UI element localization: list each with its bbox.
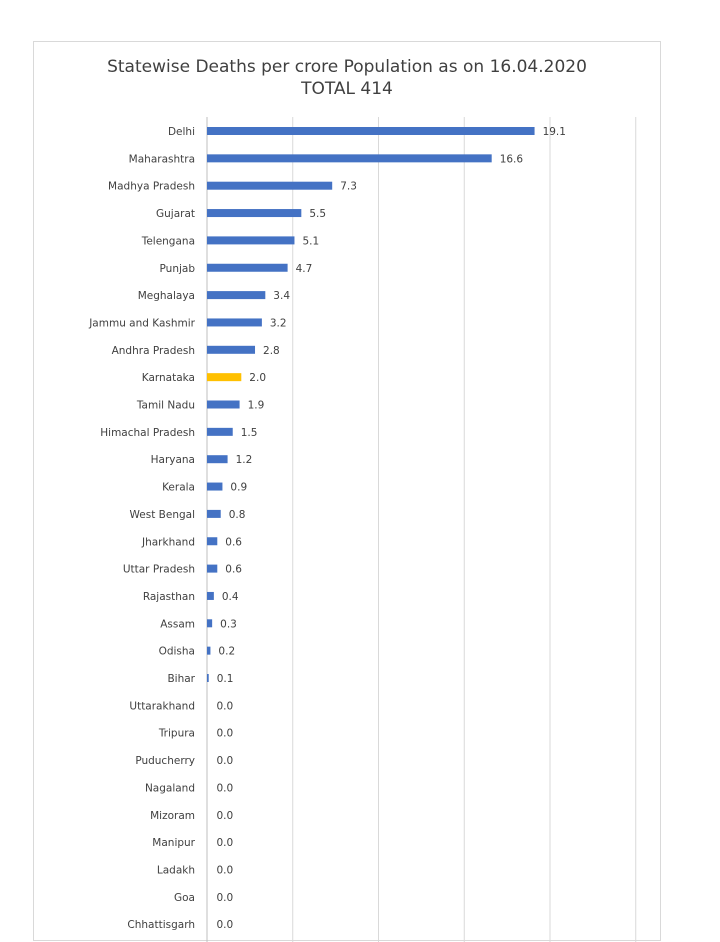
bar bbox=[207, 209, 302, 218]
bar bbox=[207, 127, 535, 135]
category-label: Puducherry bbox=[135, 755, 195, 767]
value-label: 1.2 bbox=[236, 454, 253, 466]
value-label: 1.9 bbox=[248, 400, 265, 412]
bar bbox=[207, 427, 233, 436]
bar bbox=[207, 154, 492, 163]
chart-subtitle-text: TOTAL 414 bbox=[301, 79, 393, 99]
bar bbox=[207, 646, 211, 655]
value-label: 0.0 bbox=[217, 700, 234, 712]
value-label: 3.2 bbox=[270, 317, 287, 329]
chart-title: Statewise Deaths per crore Population as… bbox=[34, 56, 660, 100]
category-label: Telengana bbox=[141, 235, 195, 247]
category-label: Tamil Nadu bbox=[136, 400, 195, 412]
category-label: Rajasthan bbox=[143, 591, 195, 603]
bar bbox=[207, 537, 218, 546]
value-label: 0.0 bbox=[217, 728, 234, 740]
value-label: 2.8 bbox=[263, 345, 280, 357]
category-label: Odisha bbox=[159, 646, 195, 658]
value-label: 2.0 bbox=[249, 372, 266, 384]
bars bbox=[207, 127, 535, 682]
value-label: 16.6 bbox=[500, 153, 524, 165]
value-label: 0.9 bbox=[230, 482, 247, 494]
category-label: Himachal Pradesh bbox=[100, 427, 195, 439]
value-label: 0.1 bbox=[217, 673, 234, 685]
bar bbox=[207, 619, 213, 628]
bar bbox=[207, 674, 209, 682]
value-label: 5.5 bbox=[309, 208, 326, 220]
value-label: 4.7 bbox=[296, 263, 313, 275]
category-label: Assam bbox=[160, 618, 195, 630]
value-label: 5.1 bbox=[302, 235, 319, 247]
bar bbox=[207, 236, 295, 245]
category-label: Jharkhand bbox=[141, 536, 195, 548]
bar bbox=[207, 181, 333, 190]
labels: Delhi 19.1 Maharashtra 16.6 Madhya Pradesh 7.… bbox=[88, 126, 566, 931]
value-label: 0.0 bbox=[217, 864, 234, 876]
bar bbox=[207, 263, 288, 272]
category-label: Manipur bbox=[152, 837, 195, 849]
value-label: 0.2 bbox=[218, 646, 235, 658]
category-label: Delhi bbox=[168, 126, 195, 138]
category-label: Chhattisgarh bbox=[127, 919, 195, 931]
category-label: Gujarat bbox=[156, 208, 195, 220]
category-label: Bihar bbox=[167, 673, 195, 685]
category-label: Karnataka bbox=[142, 372, 195, 384]
category-label: Punjab bbox=[160, 263, 196, 275]
bar bbox=[207, 373, 242, 382]
category-label: Mizoram bbox=[150, 810, 195, 822]
value-label: 0.3 bbox=[220, 618, 237, 630]
value-label: 7.3 bbox=[340, 181, 357, 193]
category-label: Tripura bbox=[158, 728, 195, 740]
value-label: 3.4 bbox=[273, 290, 290, 302]
category-label: West Bengal bbox=[130, 509, 196, 521]
bar bbox=[207, 400, 240, 409]
category-label: Haryana bbox=[151, 454, 195, 466]
value-label: 0.8 bbox=[229, 509, 246, 521]
value-label: 19.1 bbox=[543, 126, 566, 138]
category-label: Andhra Pradesh bbox=[112, 345, 195, 357]
value-label: 0.0 bbox=[217, 919, 234, 931]
bar bbox=[207, 455, 228, 464]
category-label: Goa bbox=[174, 892, 195, 904]
value-label: 0.6 bbox=[225, 536, 242, 548]
bar bbox=[207, 345, 256, 354]
bar bbox=[207, 482, 223, 491]
bar bbox=[207, 564, 218, 573]
chart-frame: Statewise Deaths per crore Population as… bbox=[33, 41, 661, 942]
category-label: Ladakh bbox=[157, 864, 195, 876]
category-label: Madhya Pradesh bbox=[108, 181, 195, 193]
bar-chart: Delhi 19.1 Maharashtra 16.6 Madhya Pradesh 7.… bbox=[88, 117, 637, 942]
value-label: 0.0 bbox=[217, 755, 234, 767]
category-label: Uttarakhand bbox=[129, 700, 195, 712]
value-label: 0.0 bbox=[217, 810, 234, 822]
value-label: 0.0 bbox=[217, 782, 234, 794]
gridlines bbox=[206, 117, 637, 942]
category-label: Kerala bbox=[162, 482, 195, 494]
category-label: Maharashtra bbox=[129, 153, 195, 165]
bar bbox=[207, 318, 262, 327]
value-label: 0.0 bbox=[217, 892, 234, 904]
value-label: 0.0 bbox=[217, 837, 234, 849]
category-label: Jammu and Kashmir bbox=[88, 317, 195, 329]
value-label: 0.6 bbox=[225, 564, 242, 576]
bar bbox=[207, 591, 214, 600]
value-label: 0.4 bbox=[222, 591, 239, 603]
category-label: Uttar Pradesh bbox=[123, 564, 195, 576]
category-label: Nagaland bbox=[145, 782, 195, 794]
chart-title-text: Statewise Deaths per crore Population as… bbox=[107, 57, 587, 77]
category-label: Meghalaya bbox=[138, 290, 195, 302]
bar bbox=[207, 509, 221, 518]
value-label: 1.5 bbox=[241, 427, 258, 439]
bar bbox=[207, 291, 266, 300]
